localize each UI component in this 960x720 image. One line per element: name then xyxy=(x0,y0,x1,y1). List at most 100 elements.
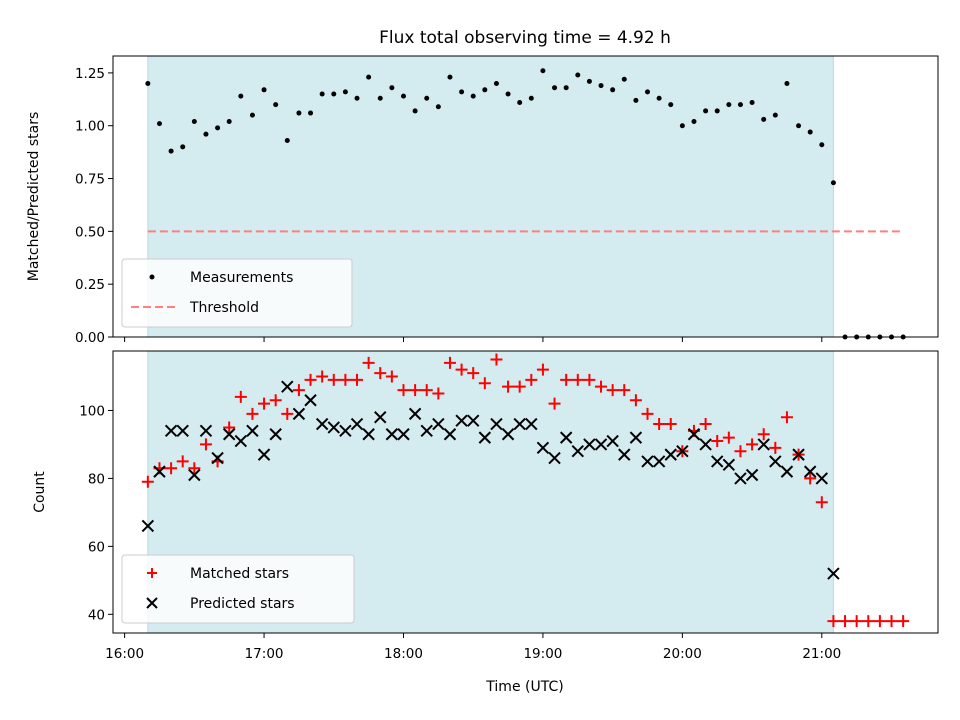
matched-stars-point xyxy=(432,387,445,400)
predicted-stars-point xyxy=(594,438,608,451)
matched-stars-point xyxy=(711,435,724,448)
bottom-panel-frame xyxy=(112,350,939,634)
predicted-stars-point xyxy=(525,417,538,431)
matched-stars-point xyxy=(571,373,584,386)
predicted-stars-point xyxy=(583,438,596,451)
y-tick-label: 0.75 xyxy=(75,172,105,188)
predicted-stars-point xyxy=(327,421,340,434)
matched-stars-point xyxy=(467,367,480,380)
predicted-stars-point xyxy=(629,431,643,444)
matched-stars-point xyxy=(699,418,712,431)
measurements-point xyxy=(505,91,511,97)
matched-stars-point xyxy=(606,384,619,397)
predicted-stars-point xyxy=(374,411,387,424)
measurements-point xyxy=(377,95,383,101)
measurements-point xyxy=(342,89,348,95)
predicted-stars-point xyxy=(350,417,364,431)
matched-stars-point xyxy=(804,472,817,485)
predicted-stars-point xyxy=(780,465,794,478)
predicted-stars-point xyxy=(664,448,677,461)
matched-stars-point xyxy=(351,373,364,386)
matched-stars-point xyxy=(490,353,503,366)
matched-stars-point xyxy=(885,615,898,628)
predicted-stars-point xyxy=(467,414,480,427)
predicted-stars-point xyxy=(199,424,213,438)
measurements-point xyxy=(284,138,290,144)
legend-predicted-label: Predicted stars xyxy=(190,596,295,612)
predicted-stars-point xyxy=(164,424,178,438)
predicted-stars-point xyxy=(443,428,457,441)
matched-stars-point xyxy=(618,384,631,397)
measurements-point xyxy=(493,80,499,86)
matched-stars-point xyxy=(664,418,677,431)
matched-stars-point xyxy=(292,384,305,397)
measurements-point xyxy=(180,144,186,150)
predicted-stars-point xyxy=(676,445,689,458)
measurements-point xyxy=(447,74,453,80)
predicted-stars-point xyxy=(281,380,294,393)
matched-stars-point xyxy=(374,367,387,380)
matched-stars-point xyxy=(548,397,561,410)
measurements-point xyxy=(737,102,743,108)
predicted-stars-point xyxy=(269,428,282,441)
predicted-stars-point xyxy=(292,407,306,421)
predicted-stars-point xyxy=(559,431,573,444)
measurements-point xyxy=(703,108,709,114)
predicted-stars-point xyxy=(641,455,654,468)
predicted-stars-point xyxy=(362,428,375,441)
measurements-point xyxy=(319,91,325,97)
matched-stars-point xyxy=(385,370,398,383)
matched-stars-point xyxy=(258,397,271,410)
measurements-point xyxy=(656,95,662,101)
matched-stars-point xyxy=(304,373,317,386)
bottom-legend-box xyxy=(121,554,355,624)
predicted-stars-point xyxy=(339,424,352,438)
x-axis-label: Time (UTC) xyxy=(485,679,563,695)
measurements-point xyxy=(807,129,813,135)
measurements-point xyxy=(366,74,372,80)
matched-stars-point xyxy=(525,373,538,386)
y-tick-label: 1.25 xyxy=(75,66,105,82)
predicted-stars-point xyxy=(490,417,503,431)
matched-stars-point xyxy=(873,615,886,628)
measurements-point xyxy=(691,118,697,124)
matched-stars-point xyxy=(502,380,515,393)
predicted-stars-point xyxy=(618,448,631,461)
predicted-stars-point xyxy=(536,441,550,455)
measurements-point xyxy=(714,108,720,114)
measurements-point xyxy=(273,102,279,108)
matched-stars-point xyxy=(815,496,828,509)
measurements-point xyxy=(633,97,639,103)
predicted-stars-point xyxy=(455,414,468,427)
predicted-stars-point xyxy=(827,567,840,580)
measurements-point xyxy=(308,110,314,116)
y-tick-label: 100 xyxy=(79,403,105,419)
matched-stars-point xyxy=(897,615,910,628)
predicted-stars-point xyxy=(397,428,410,441)
measurements-point xyxy=(679,123,685,129)
x-tick-label: 19:00 xyxy=(523,646,562,662)
matched-stars-point xyxy=(641,407,654,420)
matched-stars-point xyxy=(827,615,840,628)
matched-stars-point xyxy=(316,370,329,383)
predicted-stars-point xyxy=(246,424,259,438)
measurements-point xyxy=(610,87,616,93)
matched-stars-point xyxy=(862,615,875,628)
y-tick-label: 0.00 xyxy=(75,330,105,346)
matched-stars-point xyxy=(199,438,212,451)
predicted-stars-point xyxy=(803,465,817,478)
predicted-stars-point xyxy=(257,448,271,461)
predicted-stars-point xyxy=(606,434,619,448)
predicted-stars-point xyxy=(478,431,492,444)
measurements-point xyxy=(389,85,395,91)
matched-stars-point xyxy=(281,407,294,420)
top-legend-box xyxy=(121,258,353,328)
matched-stars-point xyxy=(746,438,759,451)
matched-stars-point xyxy=(246,407,259,420)
matched-stars-point xyxy=(653,418,666,431)
measurements-point xyxy=(830,180,836,186)
x-tick-label: 17:00 xyxy=(245,646,284,662)
y-tick-label: 1.00 xyxy=(75,119,105,135)
y-tick-label: 40 xyxy=(88,607,105,623)
y-tick-label: 80 xyxy=(88,471,105,487)
